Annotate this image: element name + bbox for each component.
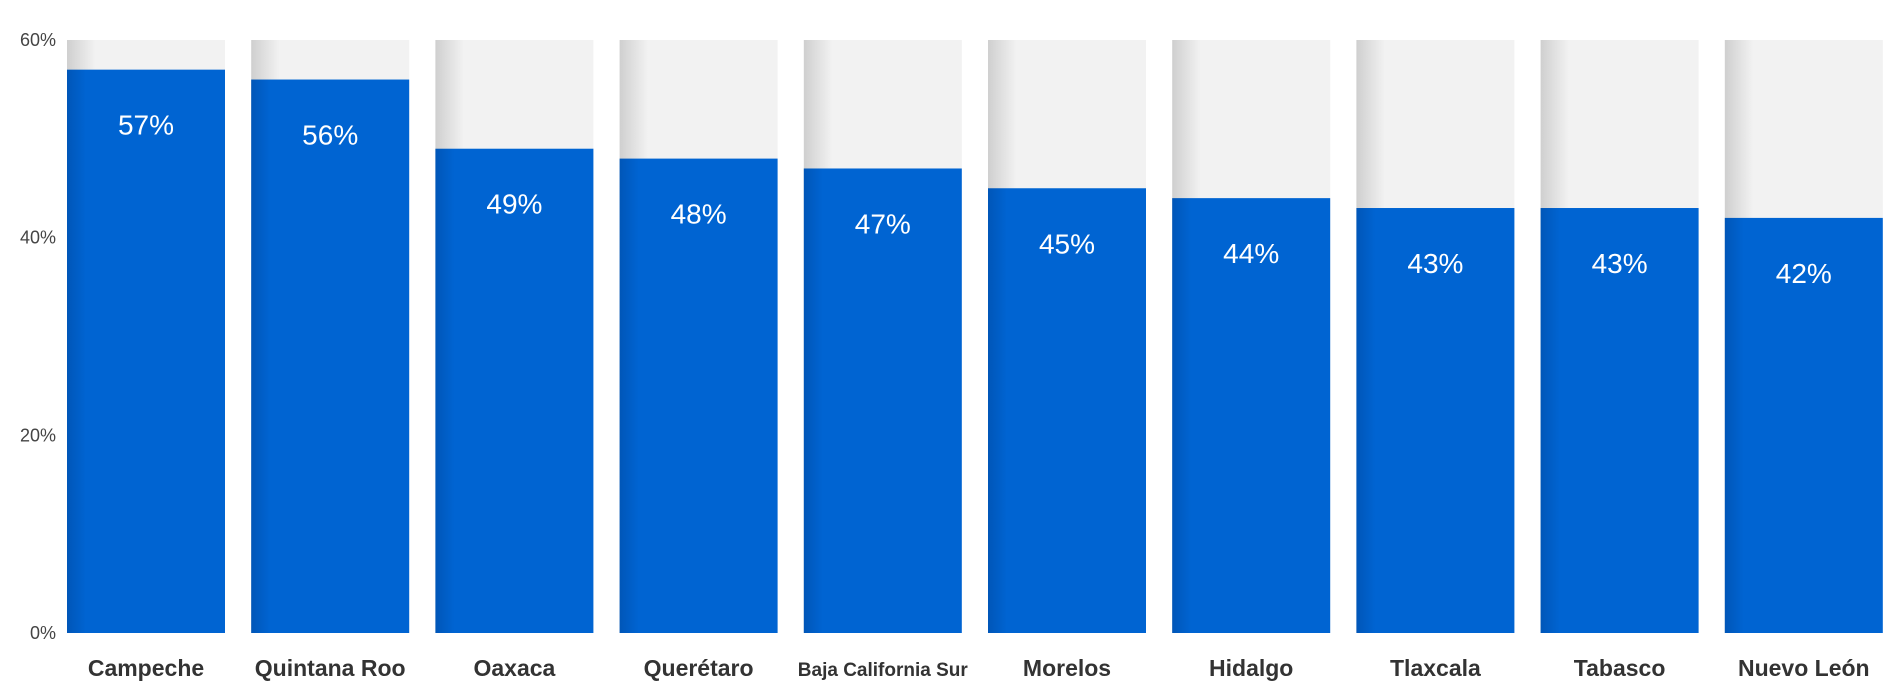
bars [67, 69, 1883, 634]
bar-campeche [67, 69, 225, 633]
category-labels: Campeche Quintana Roo Oaxaca Querétaro Baja … [88, 655, 1870, 681]
bar-baja-california-sur [803, 168, 962, 633]
y-tick-label: 40% [20, 228, 56, 248]
value-label: 44% [1223, 238, 1279, 269]
value-label: 57% [118, 110, 174, 141]
y-axis: 0% 20% 40% 60% [20, 30, 56, 643]
y-tick-label: 20% [20, 425, 56, 445]
bar-tabasco [1540, 208, 1699, 633]
bar-hidalgo [1172, 198, 1331, 633]
value-label: 49% [486, 189, 542, 220]
category-label: Campeche [88, 655, 204, 681]
category-label: Hidalgo [1209, 655, 1293, 681]
value-label: 45% [1039, 228, 1095, 259]
value-labels: 57% 56% 49% 48% 47% 45% 44% 43% 43% 42% [118, 110, 1832, 289]
y-tick-label: 60% [20, 30, 56, 50]
y-tick-label: 0% [30, 623, 56, 643]
bar-quintana-roo [251, 79, 410, 634]
bar-nuevo-le-n [1724, 217, 1883, 633]
category-label: Quintana Roo [255, 655, 406, 681]
value-label: 42% [1776, 258, 1832, 289]
bar-oaxaca [435, 148, 594, 633]
category-label: Querétaro [644, 655, 754, 681]
category-label: Tabasco [1574, 655, 1666, 681]
category-label: Tlaxcala [1390, 655, 1481, 681]
value-label: 43% [1407, 248, 1463, 279]
category-label: Nuevo León [1738, 655, 1870, 681]
category-label: Baja California Sur [798, 660, 969, 681]
bar-quer-taro [619, 158, 778, 633]
bar-tlaxcala [1356, 208, 1515, 633]
category-label: Morelos [1023, 655, 1111, 681]
value-label: 56% [302, 120, 358, 151]
value-label: 48% [671, 199, 727, 230]
value-label: 47% [855, 208, 911, 239]
value-label: 43% [1592, 248, 1648, 279]
category-label: Oaxaca [473, 655, 555, 681]
bar-morelos [988, 188, 1146, 633]
